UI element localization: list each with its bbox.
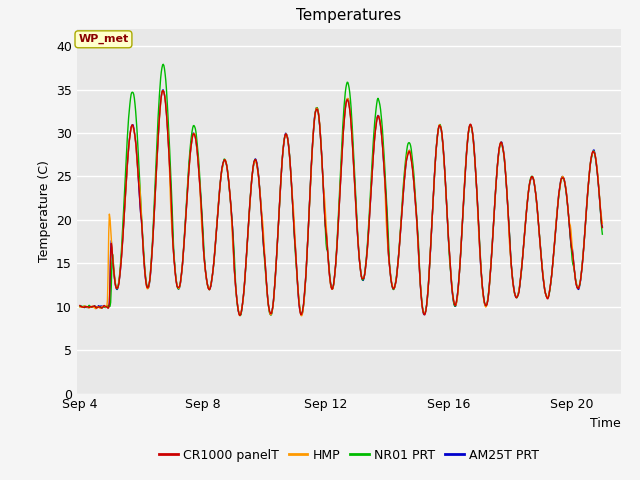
Text: WP_met: WP_met (78, 34, 129, 45)
Legend: CR1000 panelT, HMP, NR01 PRT, AM25T PRT: CR1000 panelT, HMP, NR01 PRT, AM25T PRT (154, 444, 543, 467)
X-axis label: Time: Time (590, 417, 621, 430)
Title: Temperatures: Temperatures (296, 9, 401, 24)
Y-axis label: Temperature (C): Temperature (C) (38, 160, 51, 262)
